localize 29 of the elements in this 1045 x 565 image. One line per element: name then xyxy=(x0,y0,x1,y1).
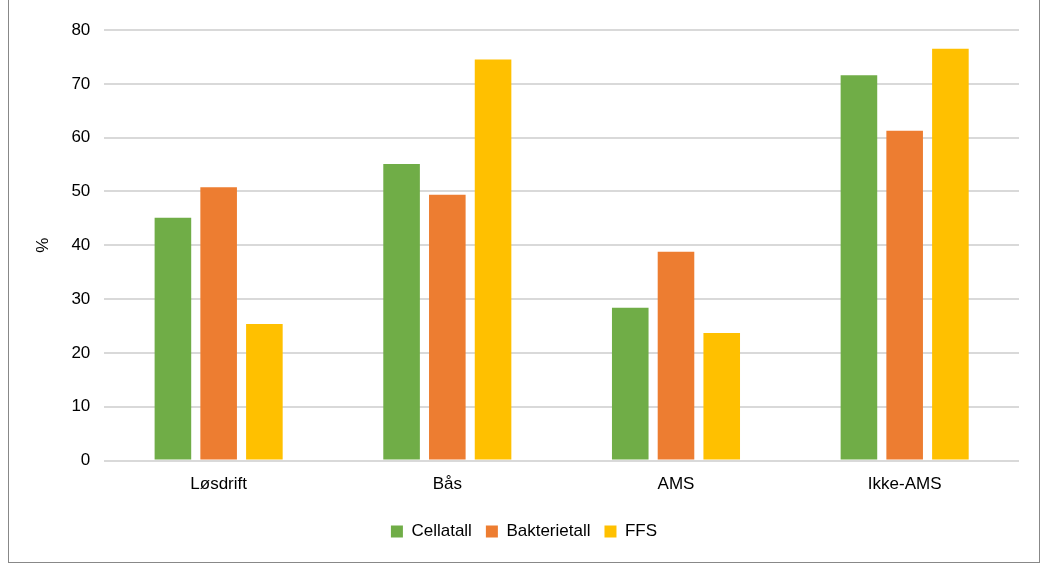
bar xyxy=(200,187,237,460)
y-tick-label: 30 xyxy=(71,288,91,308)
bar xyxy=(429,194,466,460)
bar xyxy=(657,251,695,460)
bar xyxy=(840,75,878,460)
legend-label: Bakterietall xyxy=(506,521,591,541)
y-tick-label: 40 xyxy=(71,234,91,254)
bar xyxy=(246,323,283,460)
x-tick-label: Ikke-AMS xyxy=(867,474,942,494)
y-tick-label: 50 xyxy=(71,181,91,201)
x-tick-label: Løsdrift xyxy=(190,474,248,494)
bar xyxy=(703,333,741,460)
bar xyxy=(932,48,969,460)
y-tick-label: 10 xyxy=(71,396,91,416)
y-tick-label: 60 xyxy=(71,127,91,147)
y-tick-label: 0 xyxy=(80,450,91,470)
bar xyxy=(886,130,923,460)
bar xyxy=(383,164,420,460)
y-tick-label: 70 xyxy=(71,73,91,93)
legend-label: Cellatall xyxy=(411,521,472,541)
legend-label: FFS xyxy=(624,521,658,541)
y-tick-label: 80 xyxy=(71,19,91,39)
bar xyxy=(474,59,512,460)
bar xyxy=(154,217,192,460)
y-axis-title: % xyxy=(32,237,52,253)
x-tick-label: Bås xyxy=(432,474,462,494)
x-tick-label: AMS xyxy=(657,474,695,494)
bar xyxy=(611,307,649,460)
y-tick-label: 20 xyxy=(71,342,91,362)
